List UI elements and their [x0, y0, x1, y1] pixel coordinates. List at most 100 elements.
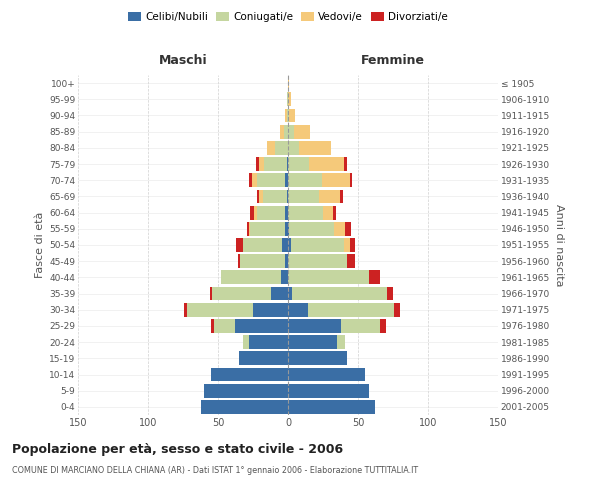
Y-axis label: Anni di nascita: Anni di nascita: [554, 204, 564, 286]
Bar: [319, 190, 340, 203]
Bar: [288, 336, 337, 349]
Bar: [288, 190, 319, 203]
Bar: [281, 270, 288, 284]
Bar: [243, 336, 249, 349]
Bar: [239, 352, 288, 365]
Bar: [254, 206, 257, 220]
Bar: [214, 319, 235, 333]
Bar: [293, 125, 310, 138]
Bar: [257, 206, 285, 220]
Bar: [288, 286, 292, 300]
Bar: [257, 174, 285, 187]
Bar: [250, 206, 254, 220]
Bar: [212, 286, 271, 300]
Bar: [288, 76, 289, 90]
Bar: [250, 222, 285, 235]
Bar: [259, 157, 264, 171]
Bar: [263, 190, 287, 203]
Bar: [283, 238, 288, 252]
Bar: [288, 400, 375, 414]
Bar: [211, 368, 288, 382]
Bar: [287, 190, 288, 203]
Bar: [187, 303, 253, 316]
Bar: [257, 190, 259, 203]
Text: Popolazione per età, sesso e stato civile - 2006: Popolazione per età, sesso e stato civil…: [12, 442, 343, 456]
Bar: [323, 206, 333, 220]
Bar: [288, 157, 309, 171]
Bar: [204, 384, 288, 398]
Bar: [288, 141, 299, 154]
Bar: [308, 303, 394, 316]
Bar: [288, 222, 289, 235]
Y-axis label: Fasce di età: Fasce di età: [35, 212, 45, 278]
Bar: [288, 238, 291, 252]
Bar: [280, 125, 284, 138]
Bar: [285, 206, 288, 220]
Bar: [288, 368, 365, 382]
Bar: [288, 303, 308, 316]
Bar: [288, 384, 369, 398]
Text: Femmine: Femmine: [361, 54, 425, 68]
Bar: [235, 319, 288, 333]
Bar: [241, 254, 285, 268]
Bar: [322, 174, 350, 187]
Bar: [394, 303, 400, 316]
Bar: [388, 286, 393, 300]
Bar: [347, 254, 355, 268]
Bar: [299, 141, 331, 154]
Bar: [287, 92, 288, 106]
Bar: [288, 92, 291, 106]
Bar: [288, 352, 347, 365]
Bar: [221, 270, 281, 284]
Bar: [285, 108, 287, 122]
Bar: [288, 254, 347, 268]
Bar: [289, 108, 295, 122]
Bar: [267, 141, 275, 154]
Bar: [288, 108, 289, 122]
Bar: [287, 157, 288, 171]
Bar: [249, 222, 250, 235]
Bar: [247, 222, 249, 235]
Bar: [346, 222, 351, 235]
Bar: [291, 238, 344, 252]
Bar: [211, 319, 214, 333]
Bar: [249, 174, 251, 187]
Bar: [251, 174, 257, 187]
Bar: [380, 319, 386, 333]
Bar: [288, 125, 293, 138]
Bar: [334, 222, 346, 235]
Bar: [337, 336, 346, 349]
Bar: [253, 303, 288, 316]
Bar: [288, 174, 322, 187]
Bar: [243, 238, 283, 252]
Bar: [344, 157, 347, 171]
Bar: [369, 270, 380, 284]
Bar: [236, 238, 243, 252]
Bar: [201, 400, 288, 414]
Bar: [288, 319, 341, 333]
Bar: [259, 190, 263, 203]
Bar: [340, 190, 343, 203]
Legend: Celibi/Nubili, Coniugati/e, Vedovi/e, Divorziati/e: Celibi/Nubili, Coniugati/e, Vedovi/e, Di…: [124, 8, 452, 26]
Bar: [288, 270, 369, 284]
Bar: [285, 222, 288, 235]
Bar: [344, 238, 350, 252]
Text: COMUNE DI MARCIANO DELLA CHIANA (AR) - Dati ISTAT 1° gennaio 2006 - Elaborazione: COMUNE DI MARCIANO DELLA CHIANA (AR) - D…: [12, 466, 418, 475]
Bar: [238, 254, 241, 268]
Bar: [209, 286, 212, 300]
Text: Maschi: Maschi: [158, 54, 208, 68]
Bar: [275, 141, 288, 154]
Bar: [284, 125, 288, 138]
Bar: [350, 238, 355, 252]
Bar: [309, 157, 344, 171]
Bar: [350, 174, 352, 187]
Bar: [287, 108, 288, 122]
Bar: [292, 286, 388, 300]
Bar: [256, 157, 259, 171]
Bar: [184, 303, 187, 316]
Bar: [288, 206, 323, 220]
Bar: [333, 206, 335, 220]
Bar: [285, 254, 288, 268]
Bar: [271, 286, 288, 300]
Bar: [341, 319, 380, 333]
